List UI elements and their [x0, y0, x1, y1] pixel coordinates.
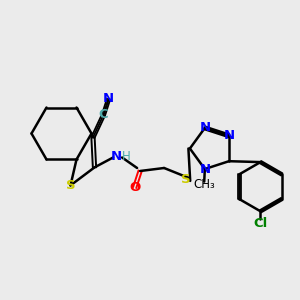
- Text: N: N: [199, 122, 210, 134]
- Text: S: S: [181, 173, 190, 186]
- Text: N: N: [110, 149, 122, 163]
- Text: H: H: [122, 149, 131, 163]
- Text: Cl: Cl: [253, 218, 268, 230]
- Text: CH₃: CH₃: [194, 178, 215, 191]
- Text: C: C: [99, 108, 108, 122]
- Text: S: S: [66, 179, 75, 192]
- Text: N: N: [103, 92, 114, 106]
- Text: N: N: [199, 163, 210, 176]
- Text: O: O: [129, 181, 140, 194]
- Text: N: N: [224, 129, 235, 142]
